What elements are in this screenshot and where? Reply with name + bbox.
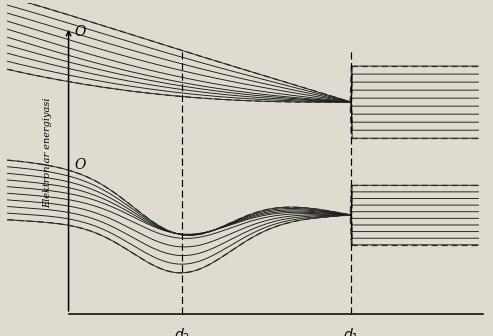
Text: $d_1$: $d_1$: [343, 326, 359, 336]
Text: O: O: [74, 25, 86, 39]
Text: $d_2$: $d_2$: [174, 326, 190, 336]
Text: O: O: [74, 158, 86, 172]
Text: Elektronlar energiyasi: Elektronlar energiyasi: [43, 97, 52, 208]
